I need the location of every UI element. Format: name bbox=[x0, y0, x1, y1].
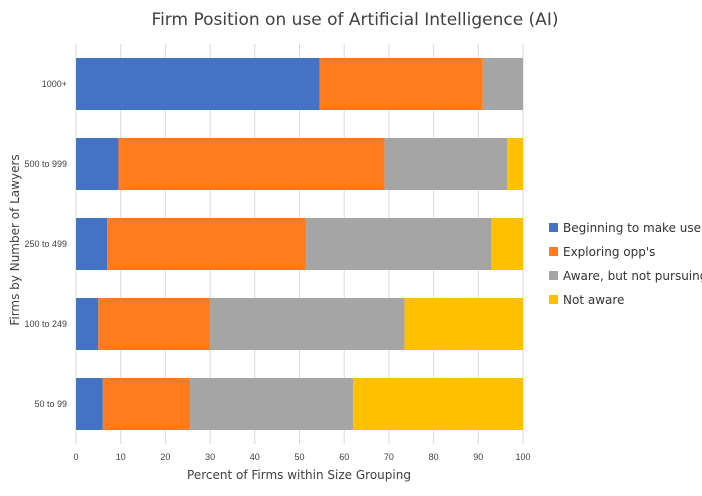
x-tick-label: 70 bbox=[384, 452, 394, 462]
y-tick-labels: 1000+ 500 to 999 250 to 499 100 to 249 50 to… bbox=[24, 79, 67, 409]
x-tick-label: 80 bbox=[429, 452, 439, 462]
x-tick-label: 90 bbox=[473, 452, 483, 462]
bar-segment bbox=[107, 218, 307, 270]
y-axis-label: Firms by Number of Lawyers bbox=[8, 154, 22, 325]
x-tick-label: 50 bbox=[294, 452, 304, 462]
legend-label: Aware, but not pursuing bbox=[563, 269, 702, 283]
chart-title: Firm Position on use of Artificial Intel… bbox=[152, 10, 559, 30]
legend: Beginning to make use Exploring opp's Awar… bbox=[549, 221, 702, 307]
y-tick-label: 500 to 999 bbox=[24, 159, 67, 169]
y-tick-label: 50 to 99 bbox=[34, 399, 67, 409]
bar-segment bbox=[384, 138, 508, 190]
x-tick-label: 0 bbox=[73, 452, 78, 462]
bar-segment bbox=[76, 378, 103, 430]
bar-segment bbox=[507, 138, 523, 190]
x-tick-label: 20 bbox=[160, 452, 170, 462]
bar-segment bbox=[76, 58, 320, 110]
bar-segment bbox=[353, 378, 523, 430]
bar-segment bbox=[102, 378, 190, 430]
bar-segment bbox=[482, 58, 523, 110]
x-tick-label: 100 bbox=[515, 452, 530, 462]
bars bbox=[76, 58, 523, 430]
bar-segment bbox=[98, 298, 211, 350]
x-tick-label: 60 bbox=[339, 452, 349, 462]
bar-segment bbox=[76, 138, 119, 190]
bar-segment bbox=[118, 138, 385, 190]
bar-segment bbox=[76, 298, 99, 350]
y-tick-label: 250 to 499 bbox=[24, 239, 67, 249]
bar-segment bbox=[404, 298, 523, 350]
x-tick-label: 10 bbox=[116, 452, 126, 462]
legend-swatch bbox=[549, 271, 558, 280]
x-tick-label: 30 bbox=[205, 452, 215, 462]
bar-segment bbox=[210, 298, 405, 350]
legend-swatch bbox=[549, 247, 558, 256]
bar-segment bbox=[189, 378, 354, 430]
bar-segment bbox=[319, 58, 483, 110]
legend-swatch bbox=[549, 223, 558, 232]
x-tick-label: 40 bbox=[250, 452, 260, 462]
bar-segment bbox=[491, 218, 523, 270]
legend-swatch bbox=[549, 295, 558, 304]
legend-label: Exploring opp's bbox=[563, 245, 655, 259]
y-tick-label: 1000+ bbox=[42, 79, 67, 89]
x-tick-labels: 0 10 20 30 40 50 60 70 80 90 100 bbox=[73, 452, 530, 462]
y-tick-label: 100 to 249 bbox=[24, 319, 67, 329]
legend-label: Not aware bbox=[563, 293, 624, 307]
legend-label: Beginning to make use bbox=[563, 221, 701, 235]
bar-segment bbox=[306, 218, 492, 270]
bar-segment bbox=[76, 218, 108, 270]
x-axis-label: Percent of Firms within Size Grouping bbox=[187, 468, 411, 482]
